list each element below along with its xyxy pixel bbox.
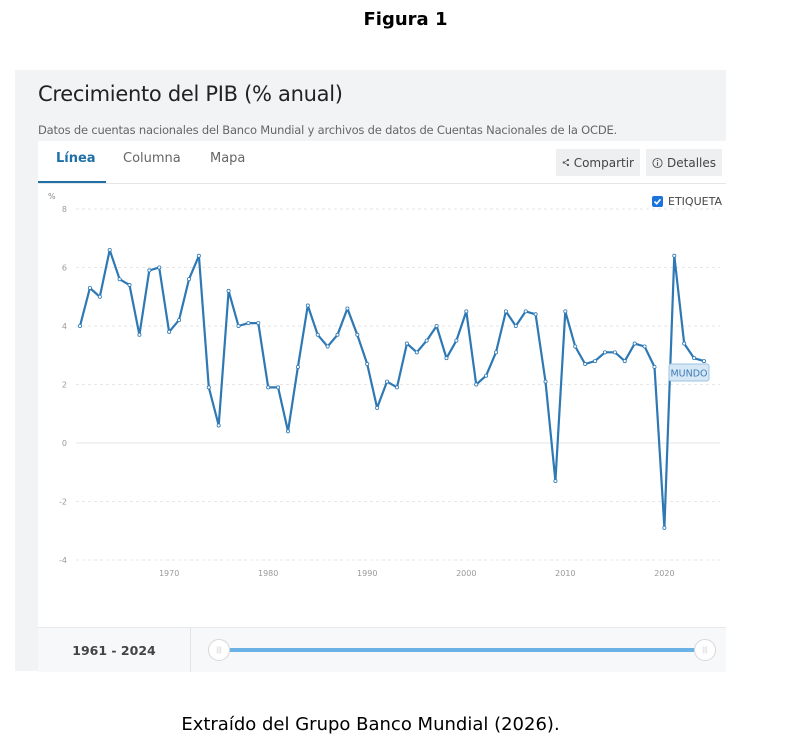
- share-label: Compartir: [573, 155, 634, 170]
- figure-label: Figura 1: [363, 9, 448, 30]
- figure-caption: Extraído del Grupo Banco Mundial (2026).: [181, 714, 560, 735]
- slider-track[interactable]: [218, 648, 706, 652]
- chart-panel: Línea Columna Mapa Compartir Detalles: [38, 141, 726, 671]
- details-label: Detalles: [667, 155, 716, 170]
- checkbox-checked-icon[interactable]: [652, 196, 663, 207]
- year-range-label: 1961 - 2024: [38, 628, 191, 672]
- share-button[interactable]: Compartir: [556, 149, 640, 176]
- label-toggle[interactable]: ETIQUETA: [652, 195, 722, 208]
- tab-mapa[interactable]: Mapa: [210, 151, 246, 166]
- slider-end-handle[interactable]: |||: [694, 639, 716, 661]
- active-tab-indicator: [38, 181, 106, 183]
- slider-start-handle[interactable]: |||: [208, 639, 230, 661]
- chart-type-tabs: Línea Columna Mapa Compartir Detalles: [38, 141, 726, 184]
- label-toggle-text: ETIQUETA: [668, 195, 722, 208]
- info-icon: [652, 157, 663, 168]
- share-icon: [562, 158, 570, 167]
- source-subtitle: Datos de cuentas nacionales del Banco Mu…: [38, 123, 618, 137]
- page-title: Crecimiento del PIB (% anual): [38, 82, 343, 106]
- tab-columna[interactable]: Columna: [123, 151, 181, 166]
- tab-linea[interactable]: Línea: [56, 151, 96, 166]
- details-button[interactable]: Detalles: [646, 149, 722, 176]
- range-slider[interactable]: ||| |||: [208, 639, 716, 661]
- chart-card: Crecimiento del PIB (% anual) Datos de c…: [15, 70, 726, 672]
